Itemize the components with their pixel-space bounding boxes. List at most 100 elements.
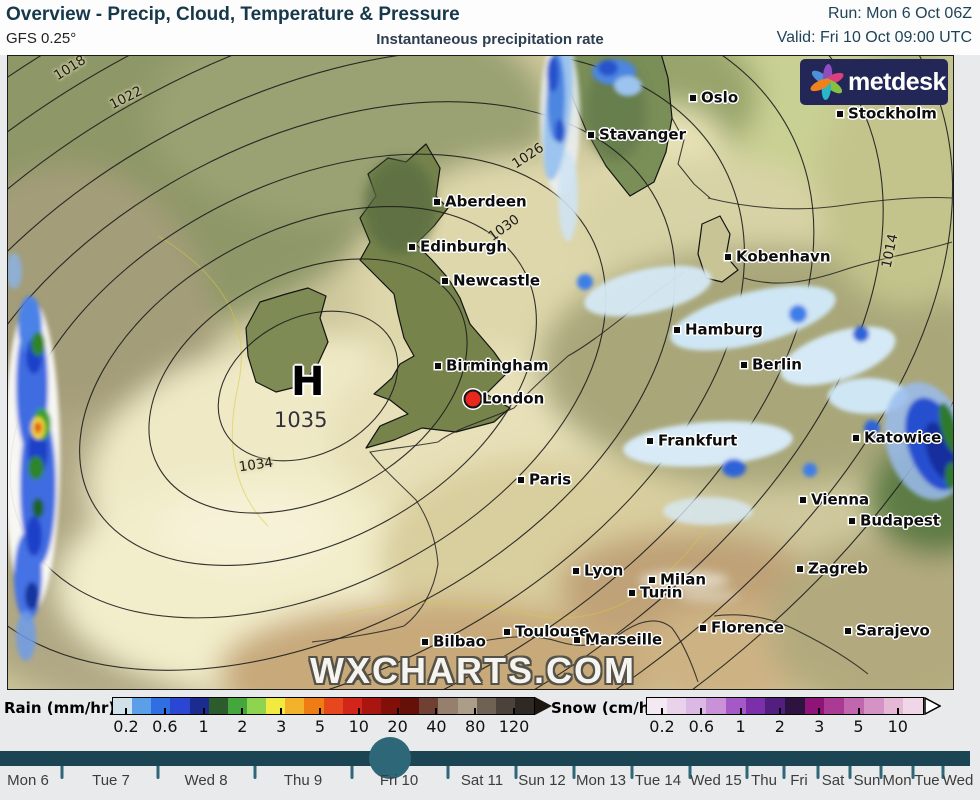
color-segment <box>323 698 343 714</box>
timeline-day-label[interactable]: Wed 8 <box>184 772 228 789</box>
city-label: Toulouse <box>515 622 590 641</box>
high-pressure-symbol: H <box>291 359 325 405</box>
legend-tick <box>396 708 399 714</box>
color-segment <box>706 698 726 714</box>
snow-colorbar <box>646 696 942 716</box>
isobar-label: 1014 <box>878 232 902 270</box>
city-marker <box>434 199 440 205</box>
legend-tick <box>163 708 166 714</box>
city-label: Florence <box>711 618 785 637</box>
timeline-day-label[interactable]: Wed <box>942 772 974 789</box>
legend-tick-label: 2 <box>774 717 785 736</box>
header: Overview - Precip, Cloud, Temperature & … <box>0 0 980 55</box>
map-overlay: H 1035 Oslo Stockholm Stavanger Aberdeen Edi… <box>8 56 953 689</box>
timeline-tick[interactable] <box>514 766 518 779</box>
city-label: Frankfurt <box>658 431 738 450</box>
city-marker <box>853 435 859 441</box>
city-label: Oslo <box>701 88 739 107</box>
timeline-tick[interactable] <box>941 766 945 779</box>
timeline-tick[interactable] <box>879 766 883 779</box>
city-marker <box>574 637 580 643</box>
color-segment <box>266 698 286 714</box>
timeline-tick[interactable] <box>911 766 915 779</box>
legend-tick <box>357 708 360 714</box>
timeline-day-label[interactable]: Sat <box>821 772 845 789</box>
timeline-tick[interactable] <box>848 766 852 779</box>
snow-colorbar-arrow-icon <box>924 696 942 716</box>
legend-tick <box>818 708 821 714</box>
city-label: Stavanger <box>599 125 686 144</box>
legend-tick-label: 3 <box>276 717 287 736</box>
timeline-tick[interactable] <box>60 766 64 779</box>
legend-tick <box>435 708 438 714</box>
city-label: Bilbao <box>433 632 486 651</box>
snow-colorbar-body <box>646 697 924 715</box>
color-segment <box>132 698 152 714</box>
city-label: Katowice <box>864 428 942 447</box>
city-label: Zagreb <box>808 559 869 578</box>
isobar-label: 1034 <box>237 454 275 476</box>
color-segment <box>246 698 267 714</box>
legend-tick-label: 80 <box>465 717 486 736</box>
color-segment <box>342 698 362 714</box>
timeline-bar[interactable] <box>0 751 970 766</box>
timeline[interactable]: Mon 6 Tue 7 Wed 8 Thu 9 Fri 10 Sat 11 Sun 12 Mo… <box>0 737 980 800</box>
city-marker <box>700 625 706 631</box>
page-title: Overview - Precip, Cloud, Temperature & … <box>6 4 460 25</box>
legend-tick <box>319 708 321 714</box>
color-segment <box>863 698 884 714</box>
legend-tick-label: 0.6 <box>688 717 715 736</box>
color-segment <box>647 698 667 714</box>
timeline-day-label[interactable]: Tue <box>914 772 940 789</box>
timeline-tick[interactable] <box>782 766 786 779</box>
city-marker <box>504 629 510 635</box>
color-segment <box>400 698 420 714</box>
legend-tick <box>125 708 127 714</box>
model-label: GFS 0.25° <box>6 30 77 47</box>
color-segment <box>514 698 535 714</box>
city-label: Newcastle <box>453 271 541 290</box>
city-label: Kobenhavn <box>736 247 831 266</box>
city-label: Paris <box>529 470 572 489</box>
snow-legend-label: Snow (cm/hr) <box>551 699 664 717</box>
timeline-day-label[interactable]: Thu <box>751 772 777 789</box>
color-segment <box>304 698 324 714</box>
rain-colorbar-arrow-icon <box>535 697 552 715</box>
timeline-tick[interactable] <box>156 766 160 779</box>
timeline-day-label[interactable]: Sun <box>853 772 881 789</box>
legend-tick-label: 0.2 <box>649 717 675 736</box>
timeline-day-label[interactable]: Sun 12 <box>518 772 566 789</box>
timeline-tick[interactable] <box>446 766 450 779</box>
legend-tick <box>778 708 781 714</box>
timeline-day-label[interactable]: Fri <box>790 772 808 789</box>
legend-tick-label: 1 <box>198 717 209 736</box>
city-label: Birmingham <box>446 356 549 375</box>
timeline-tick[interactable] <box>816 766 820 779</box>
timeline-day-label[interactable]: Thu 9 <box>283 772 323 789</box>
legend-tick <box>280 708 283 714</box>
timeline-tick[interactable] <box>350 766 354 779</box>
timeline-tick[interactable] <box>745 766 749 779</box>
timeline-day-label[interactable]: Wed 15 <box>690 772 742 789</box>
timeline-tick[interactable] <box>572 766 576 779</box>
timeline-day-label[interactable]: Mon 6 <box>7 772 49 789</box>
timeline-tick[interactable] <box>253 766 257 779</box>
color-segment <box>419 698 439 714</box>
timeline-tick[interactable] <box>630 766 634 779</box>
city-label: Hamburg <box>685 320 763 339</box>
color-segment <box>666 698 687 714</box>
color-segment <box>476 698 496 714</box>
color-segment <box>113 698 133 714</box>
color-segment <box>903 698 924 714</box>
timeline-slider-handle[interactable] <box>369 737 411 779</box>
legend-tick <box>513 708 515 714</box>
legend-tick <box>739 708 742 714</box>
timeline-day-label[interactable]: Sat 11 <box>460 772 504 789</box>
timeline-day-label[interactable]: Fri 10 <box>379 772 419 789</box>
timeline-day-label[interactable]: Tue 7 <box>92 772 130 789</box>
city-label: London <box>482 389 545 408</box>
timeline-day-label[interactable]: Tue 14 <box>634 772 682 789</box>
timeline-day-label[interactable]: Mon 13 <box>575 772 627 789</box>
timeline-day-label[interactable]: Mon <box>882 772 912 789</box>
timeline-tick[interactable] <box>688 766 692 779</box>
